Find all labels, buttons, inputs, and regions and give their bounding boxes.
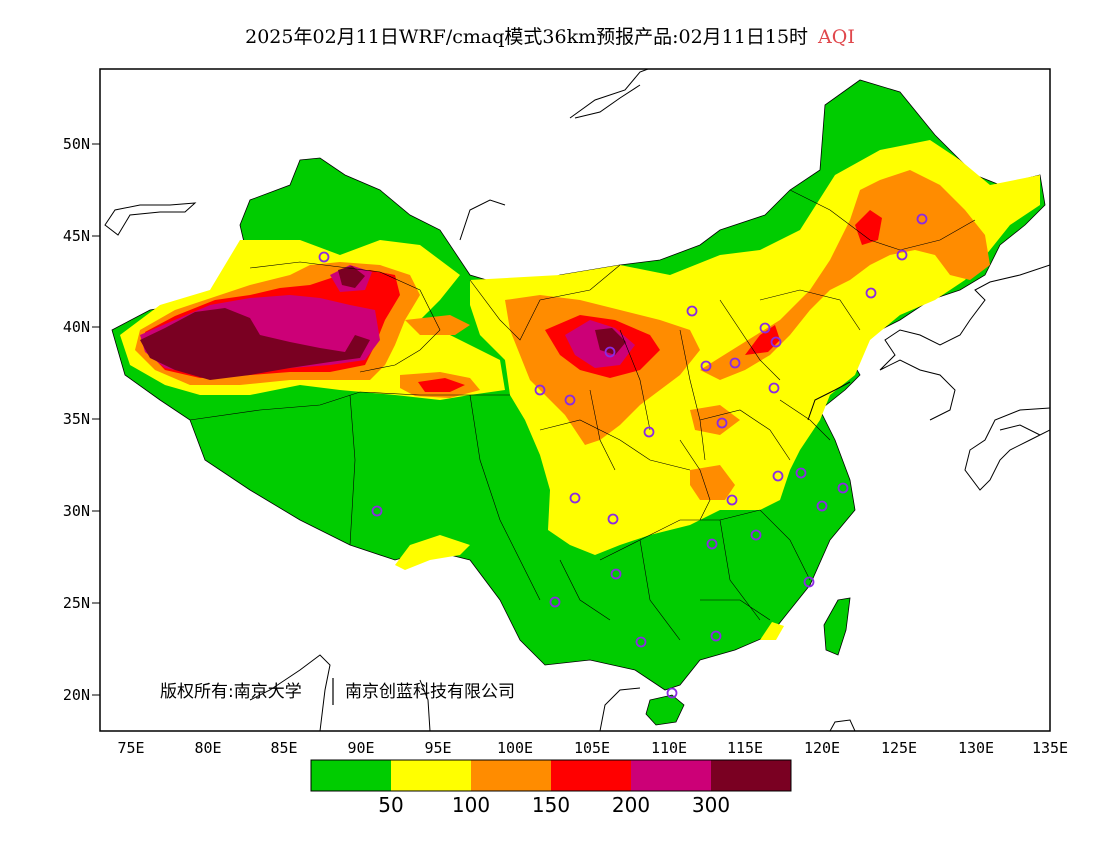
station-marker [772, 470, 784, 482]
title-variable: AQI [818, 26, 855, 48]
lat-label-30: 30N [63, 502, 90, 520]
station-marker [549, 596, 561, 608]
station-marker [837, 482, 849, 494]
colorbar-swatch-good [311, 760, 391, 791]
map-content: 版权所有:南京大学 南京创蓝科技有限公司 [104, 69, 1050, 731]
copyright-owner1: 版权所有:南京大学 [160, 682, 302, 702]
colorbar-swatch-unhealthy [551, 760, 631, 791]
lat-label-45: 45N [63, 227, 90, 245]
station-marker [564, 394, 576, 406]
colorbar-label-50: 50 [378, 793, 403, 817]
aqi-zone-hazardous-central [595, 328, 626, 355]
station-marker [635, 636, 647, 648]
station-marker [710, 630, 722, 642]
lon-label-80: 80E [194, 739, 221, 757]
copyright-owner2: 南京创蓝科技有限公司 [345, 682, 515, 702]
station-marker [726, 494, 738, 506]
lon-label-85: 85E [270, 739, 297, 757]
lat-label-50: 50N [63, 135, 90, 153]
aqi-zone-unhealthy-jilin [855, 210, 882, 245]
aqi-zone-hazardous-north [338, 266, 365, 288]
station-marker [643, 426, 655, 438]
monitoring-stations [318, 213, 928, 699]
lat-label-40: 40N [63, 318, 90, 336]
aqi-zone-hainan [645, 694, 685, 726]
station-marker [759, 322, 771, 334]
station-marker [896, 249, 908, 261]
station-marker [686, 305, 698, 317]
station-marker [607, 513, 619, 525]
lat-label-25: 25N [63, 594, 90, 612]
lon-label-130: 130E [958, 739, 994, 757]
station-marker [700, 360, 712, 372]
station-marker [318, 251, 330, 263]
aqi-zone-usg-hubei [690, 405, 740, 435]
lon-label-125: 125E [881, 739, 917, 757]
colorbar-swatch-very-unhealthy [631, 760, 711, 791]
lon-label-105: 105E [574, 739, 610, 757]
colorbar-swatch-usg [471, 760, 551, 791]
colorbar-swatch-hazardous [711, 760, 791, 791]
station-marker [706, 538, 718, 550]
station-marker [716, 417, 728, 429]
lon-label-110: 110E [651, 739, 687, 757]
colorbar-label-150: 150 [532, 793, 570, 817]
station-marker [666, 687, 678, 699]
station-marker [750, 529, 762, 541]
station-marker [768, 382, 780, 394]
colorbar-label-200: 200 [612, 793, 650, 817]
lon-label-120: 120E [804, 739, 840, 757]
neighbor-coastlines [104, 69, 1050, 731]
station-marker [604, 346, 616, 358]
lon-label-95: 95E [424, 739, 451, 757]
colorbar-label-300: 300 [692, 793, 730, 817]
lon-label-115: 115E [727, 739, 763, 757]
title-main: 2025年02月11日WRF/cmaq模式36km预报产品:02月11日15时 [245, 26, 809, 48]
colorbar-swatch-moderate [391, 760, 471, 791]
aqi-zone-moderate-fujian [760, 622, 784, 640]
station-marker [610, 568, 622, 580]
station-marker [569, 492, 581, 504]
station-marker [371, 505, 383, 517]
latitude-axis: 50N 45N 40N 35N 30N 25N 20N [63, 135, 100, 704]
lon-label-135: 135E [1032, 739, 1068, 757]
station-marker [816, 500, 828, 512]
colorbar-label-100: 100 [452, 793, 490, 817]
province-boundaries [189, 189, 976, 641]
aqi-colorbar: 50 100 150 200 300 [310, 759, 792, 817]
longitude-axis: 75E 80E 85E 90E 95E 100E 105E 110E 115E … [117, 739, 1068, 757]
lon-label-90: 90E [347, 739, 374, 757]
aqi-zone-unhealthy-hebei [745, 325, 780, 355]
station-marker [729, 357, 741, 369]
colorbar-frame [310, 759, 792, 792]
station-marker [916, 213, 928, 225]
map-title: 2025年02月11日WRF/cmaq模式36km预报产品:02月11日15时 A… [0, 22, 1100, 49]
aqi-zone-moderate-southwest [395, 535, 470, 570]
station-marker [534, 384, 546, 396]
aqi-zone-unhealthy-qaidam [418, 378, 465, 392]
station-marker [803, 576, 815, 588]
lon-label-100: 100E [497, 739, 533, 757]
lat-label-35: 35N [63, 410, 90, 428]
aqi-zone-hazardous-west [140, 308, 370, 380]
station-marker [865, 287, 877, 299]
lon-label-75: 75E [117, 739, 144, 757]
aqi-zone-taiwan [823, 597, 851, 656]
station-marker [795, 467, 807, 479]
lat-label-20: 20N [63, 686, 90, 704]
station-marker [770, 336, 782, 348]
